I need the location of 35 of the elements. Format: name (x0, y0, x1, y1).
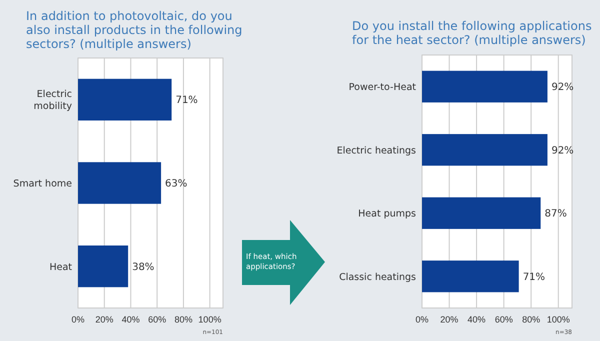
chart-title: Do you install the following applications for the heat sector? (multiple answers) (352, 19, 592, 47)
x-tick-label: 60% (148, 314, 166, 325)
x-tick-label: 20% (95, 314, 114, 325)
x-tick-label: 0% (415, 314, 429, 325)
data-label: 63% (165, 178, 188, 190)
x-tick-label: 100% (198, 314, 222, 325)
bar (78, 246, 128, 288)
bar (422, 260, 519, 292)
x-tick-label: 80% (522, 314, 540, 325)
data-label: 38% (132, 262, 154, 273)
data-label: 92% (551, 82, 574, 94)
data-label: 71% (176, 95, 198, 106)
x-tick-label: 0% (71, 314, 85, 325)
bar (422, 197, 541, 229)
y-tick-label: Heat pumps (358, 208, 416, 220)
data-label: 71% (522, 272, 546, 283)
data-label: 92% (551, 145, 574, 156)
chart-title: In addition to photovoltaic, do you also install products in the following sectors? (multiple answers) (26, 9, 242, 51)
x-tick-label: 20% (440, 314, 458, 325)
bar (78, 162, 162, 204)
y-tick-label: Heat (49, 262, 72, 273)
x-tick-label: 40% (122, 314, 140, 325)
y-tick-label: Classic heatings (339, 272, 416, 283)
y-tick-label: Electric heatings (336, 145, 416, 156)
x-tick-label: 40% (468, 314, 486, 325)
bar (78, 78, 172, 120)
y-tick-label: Smart home (13, 178, 72, 190)
x-tick-label: 60% (494, 314, 513, 325)
data-label: 87% (544, 208, 567, 220)
bar (422, 70, 548, 102)
x-tick-label: 80% (174, 314, 192, 325)
y-tick-label: Electric mobility (34, 89, 72, 112)
bar (422, 134, 548, 166)
x-tick-label: 100% (546, 314, 570, 325)
y-tick-label: Power-to-Heat (348, 82, 416, 94)
